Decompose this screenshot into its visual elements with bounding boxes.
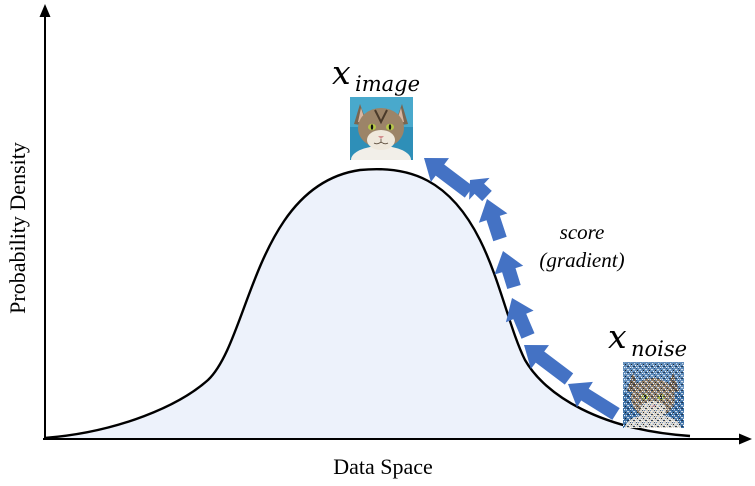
svg-text:x: x xyxy=(608,317,627,356)
svg-text:x: x xyxy=(332,53,351,92)
score-arrow-7 xyxy=(424,158,474,198)
x-axis xyxy=(43,433,752,445)
x-noise-sub: noise xyxy=(631,337,687,361)
x-image-label: x image xyxy=(332,53,420,96)
noisy-cat-image xyxy=(623,362,684,428)
x-axis-label: Data Space xyxy=(333,454,433,479)
score-arrow-5 xyxy=(478,199,508,242)
x-image-base: x xyxy=(332,53,351,92)
y-axis xyxy=(39,4,51,440)
x-noise-label: x noise xyxy=(608,317,687,361)
y-axis-label: Probability Density xyxy=(5,142,30,314)
score-arrow-4 xyxy=(494,251,524,289)
score-arrow-1 xyxy=(568,381,620,420)
score-arrow-3 xyxy=(505,298,535,339)
svg-text:image: image xyxy=(355,72,420,96)
x-image-sub: image xyxy=(355,72,420,96)
score-arrow-6 xyxy=(469,177,492,202)
gradient-label: (gradient) xyxy=(539,248,624,272)
score-arrow-2 xyxy=(524,345,574,385)
score-arrows xyxy=(424,158,620,420)
score-label: score xyxy=(560,220,605,244)
density-curve-line xyxy=(44,168,691,440)
x-noise-base: x xyxy=(608,317,627,356)
svg-text:noise: noise xyxy=(631,337,687,361)
clean-cat-image xyxy=(350,97,413,160)
density-curve xyxy=(45,169,690,438)
